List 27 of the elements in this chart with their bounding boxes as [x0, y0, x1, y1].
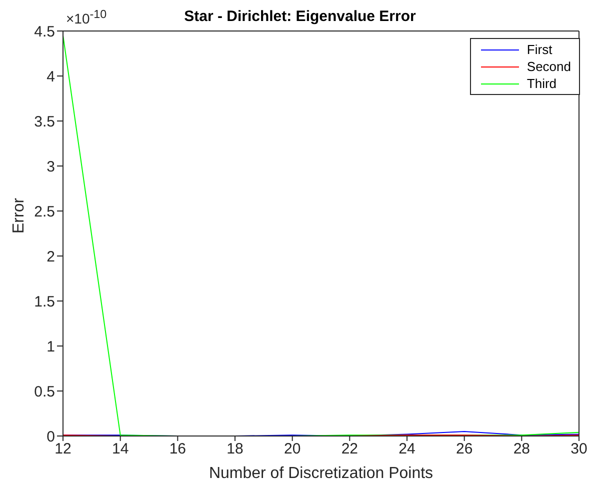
legend-label: Third: [526, 76, 557, 91]
y-axis-title: Error: [10, 197, 28, 234]
x-tick-label: 24: [398, 440, 416, 458]
y-tick-label: 2.5: [34, 203, 55, 220]
y-tick-label: 3: [46, 158, 55, 176]
x-tick-label: 28: [513, 440, 530, 458]
y-tick-label: 0: [46, 428, 55, 446]
y-tick-label: 4: [46, 68, 55, 86]
y-tick-label: 1.5: [34, 293, 55, 310]
x-tick-label: 20: [284, 440, 301, 458]
x-tick-label: 30: [570, 440, 588, 458]
chart-title: Star - Dirichlet: Eigenvalue Error: [184, 8, 416, 25]
y-tick-label: 0.5: [34, 383, 55, 400]
legend-label: First: [526, 42, 552, 57]
y-tick-label: 4.5: [34, 23, 55, 40]
x-tick-label: 26: [456, 440, 473, 458]
x-tick-label: 22: [341, 440, 358, 458]
x-tick-label: 12: [54, 440, 72, 458]
y-tick-label: 1: [46, 338, 55, 356]
x-axis-title: Number of Discretization Points: [208, 465, 434, 482]
x-tick-label: 16: [169, 440, 186, 458]
text: ×10$^{-10}$: [66, 8, 107, 27]
legend-label: Second: [526, 59, 571, 74]
x-tick-label: 18: [226, 440, 244, 458]
y-tick-label: 2: [46, 248, 55, 266]
x-tick-label: 14: [112, 440, 129, 458]
y-tick-label: 3.5: [34, 113, 55, 130]
